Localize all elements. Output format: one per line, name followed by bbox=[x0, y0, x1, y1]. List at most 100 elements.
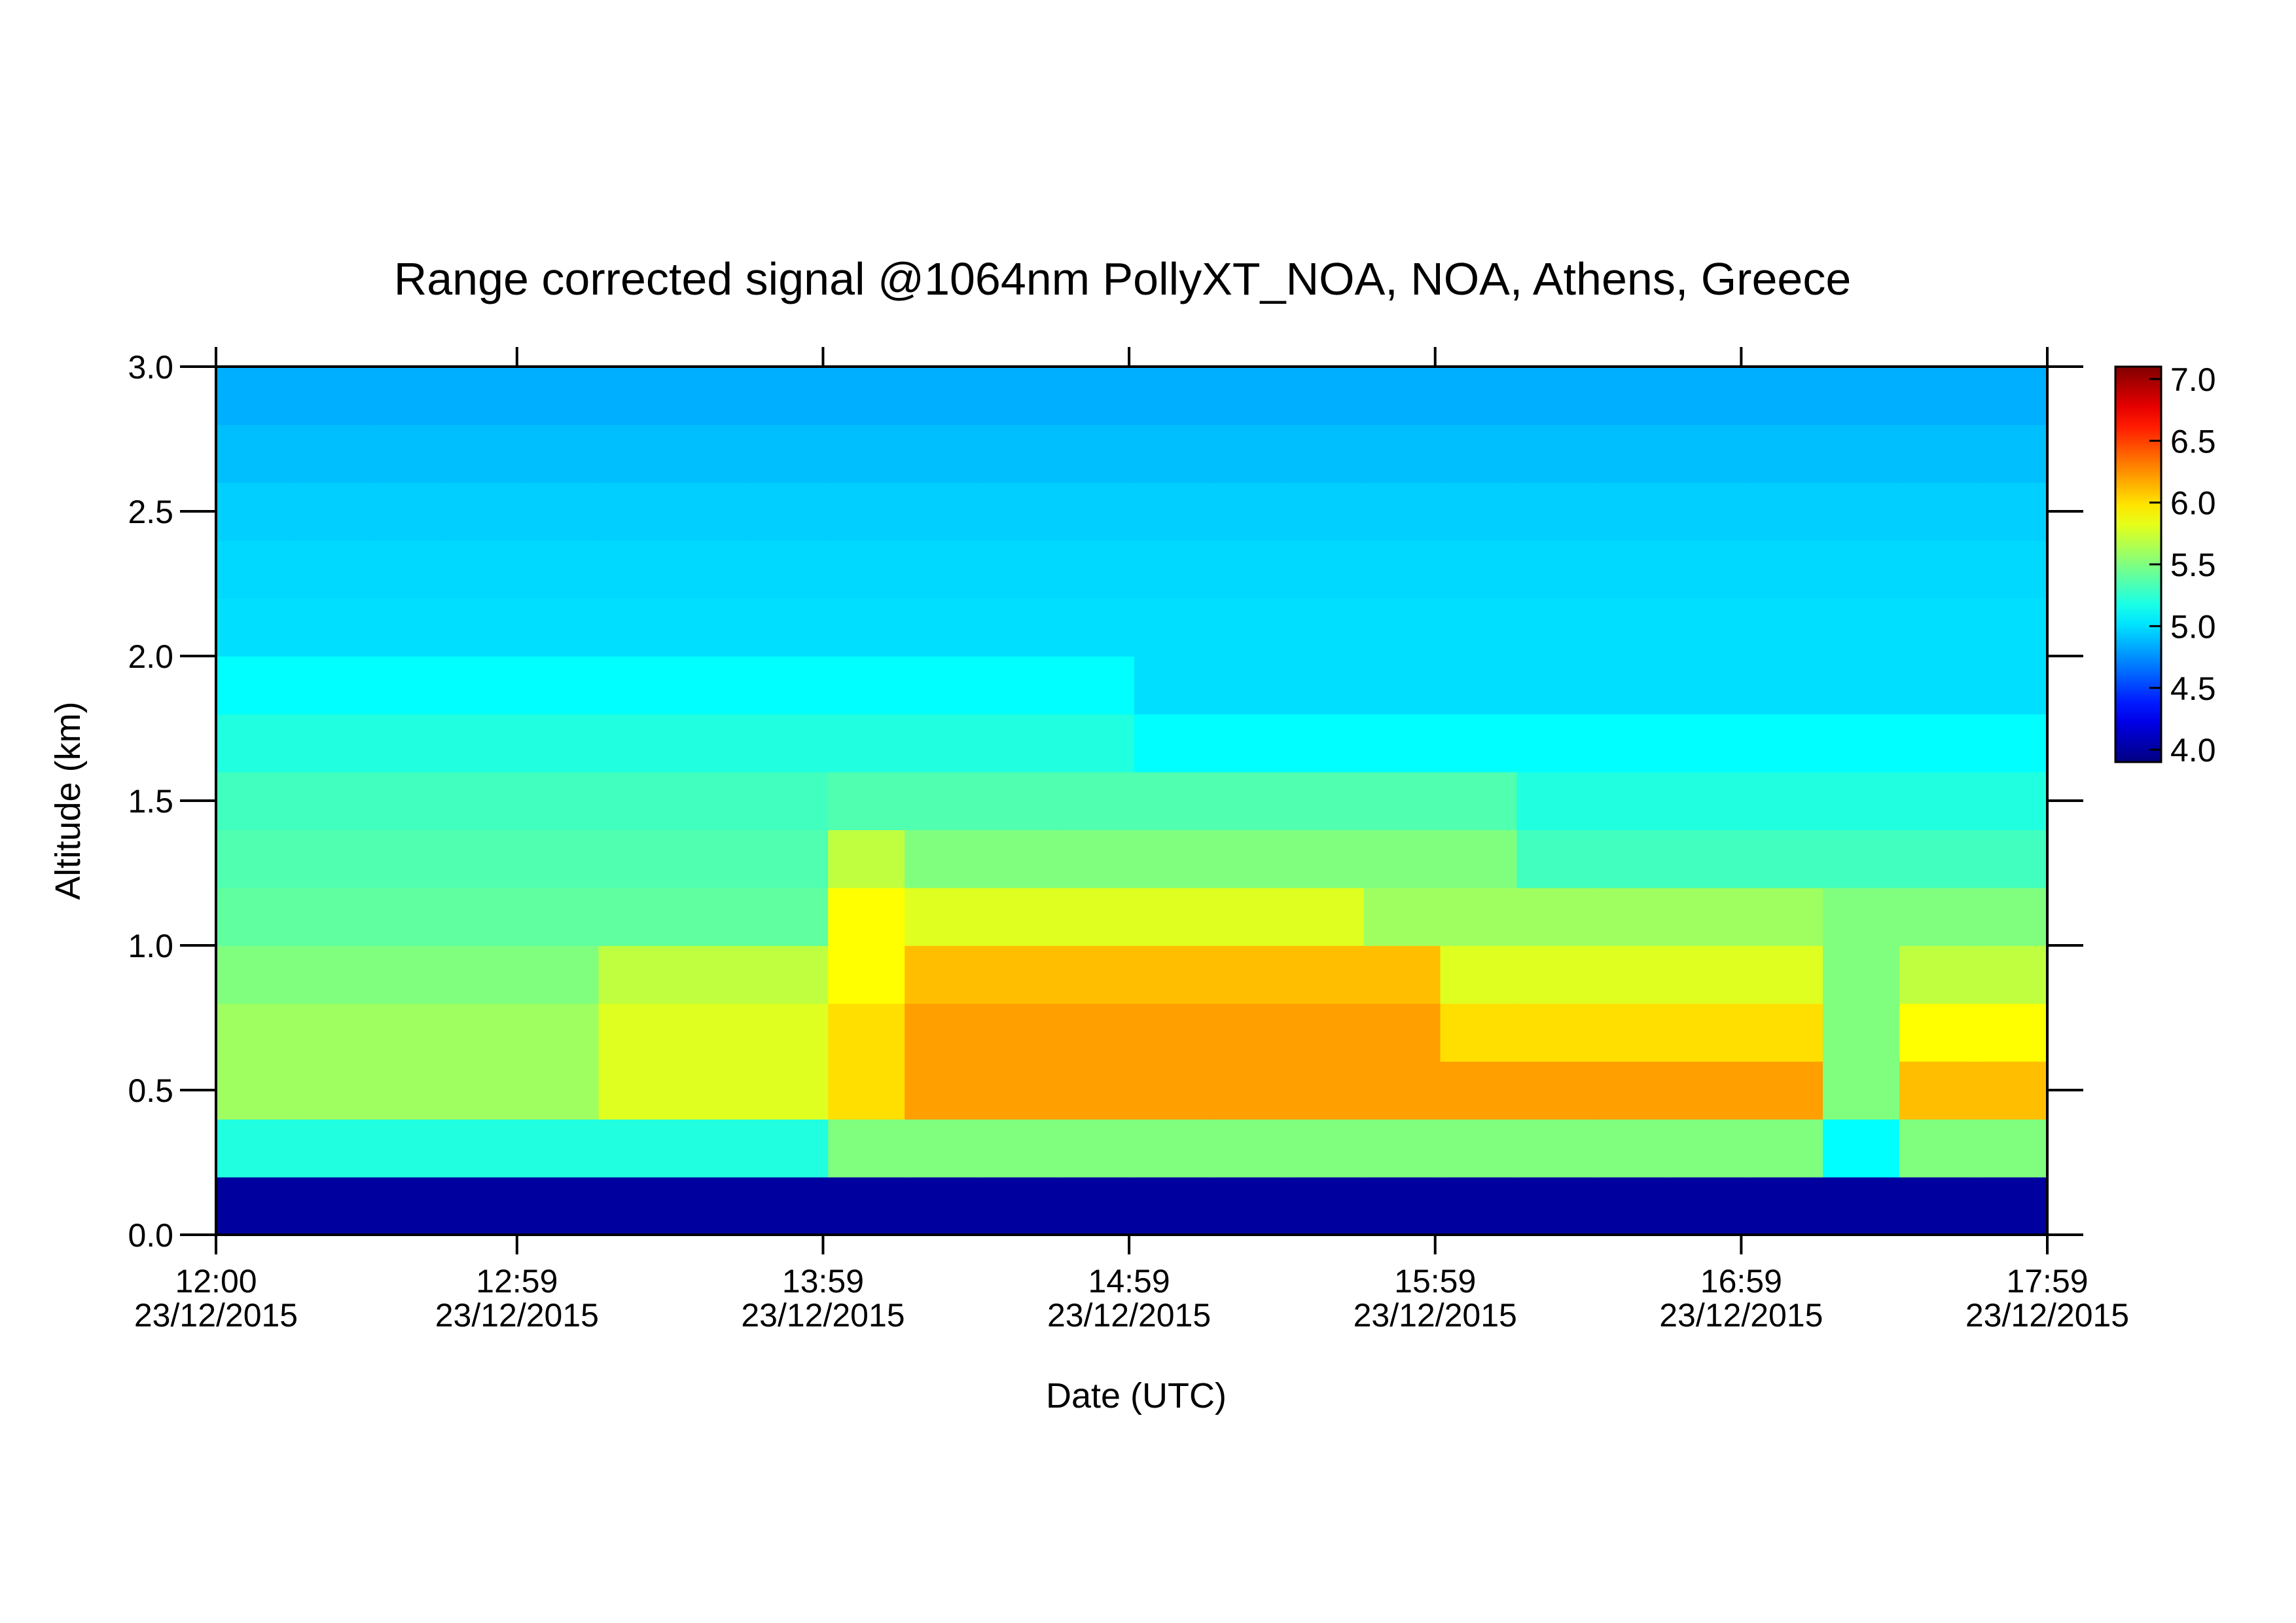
y-tick-label: 2.0 bbox=[128, 638, 173, 675]
y-tick-label: 0.5 bbox=[128, 1072, 173, 1109]
heatmap-cell bbox=[1975, 1176, 2047, 1235]
heatmap-cell bbox=[751, 540, 829, 599]
y-tick-label: 2.5 bbox=[128, 494, 173, 530]
heatmap-cell bbox=[905, 887, 982, 946]
heatmap-cell bbox=[522, 1061, 600, 1120]
cells bbox=[216, 367, 2047, 1235]
heatmap-cell bbox=[445, 945, 523, 1004]
heatmap-cell bbox=[1975, 1119, 2047, 1178]
heatmap-cell bbox=[216, 1003, 293, 1062]
heatmap-cell bbox=[1363, 367, 1441, 426]
heatmap-cell bbox=[1593, 1176, 1671, 1235]
heatmap-cell bbox=[1823, 1176, 1900, 1235]
heatmap-cell bbox=[445, 1003, 523, 1062]
heatmap-cell bbox=[675, 367, 753, 426]
heatmap-cell bbox=[292, 367, 370, 426]
heatmap-cell bbox=[598, 482, 676, 541]
heatmap-cell bbox=[1823, 945, 1900, 1004]
colorbar-tick-label: 5.0 bbox=[2170, 608, 2216, 645]
heatmap-cell bbox=[1516, 1176, 1594, 1235]
heatmap-cell bbox=[675, 1119, 753, 1178]
heatmap-cell bbox=[1516, 945, 1594, 1004]
heatmap-cell bbox=[1134, 830, 1211, 888]
heatmap-cell bbox=[1210, 598, 1288, 657]
heatmap-cell bbox=[1134, 771, 1211, 830]
heatmap-cell bbox=[1975, 771, 2047, 830]
heatmap-cell bbox=[1975, 830, 2047, 888]
heatmap-cell bbox=[1440, 598, 1518, 657]
heatmap-cell bbox=[675, 771, 753, 830]
heatmap-cell bbox=[522, 482, 600, 541]
heatmap-cell bbox=[751, 598, 829, 657]
heatmap-cell bbox=[828, 1003, 905, 1062]
x-tick-label: 23/12/2015 bbox=[1354, 1297, 1517, 1334]
heatmap-cell bbox=[1746, 1119, 1823, 1178]
heatmap-cell bbox=[1975, 1003, 2047, 1062]
heatmap-cell bbox=[1899, 771, 1977, 830]
heatmap-cell bbox=[905, 424, 982, 483]
heatmap-cell bbox=[598, 656, 676, 715]
heatmap-cell bbox=[1287, 540, 1365, 599]
heatmap-cell bbox=[368, 540, 446, 599]
heatmap-cell bbox=[675, 945, 753, 1004]
heatmap-cell bbox=[216, 656, 293, 715]
heatmap-cell bbox=[675, 1003, 753, 1062]
heatmap-cell bbox=[1823, 1061, 1900, 1120]
heatmap-cell bbox=[598, 1061, 676, 1120]
heatmap-cell bbox=[1516, 830, 1594, 888]
heatmap-cell bbox=[292, 945, 370, 1004]
heatmap-cell bbox=[1516, 1061, 1594, 1120]
heatmap-cell bbox=[1899, 1061, 1977, 1120]
heatmap-cell bbox=[828, 887, 905, 946]
heatmap-cell bbox=[1440, 540, 1518, 599]
heatmap-cell bbox=[1440, 482, 1518, 541]
heatmap-cell bbox=[216, 771, 293, 830]
heatmap-cell bbox=[1440, 714, 1518, 773]
y-tick-label: 1.0 bbox=[128, 928, 173, 964]
heatmap-cell bbox=[1899, 656, 1977, 715]
heatmap-cell bbox=[1440, 945, 1518, 1004]
heatmap-cell bbox=[1440, 1003, 1518, 1062]
x-tick-label: 16:59 bbox=[1700, 1263, 1782, 1300]
heatmap-cell bbox=[1975, 482, 2047, 541]
heatmap-cell bbox=[905, 830, 982, 888]
heatmap-cell bbox=[522, 771, 600, 830]
heatmap-cell bbox=[1363, 482, 1441, 541]
heatmap-cell bbox=[1823, 830, 1900, 888]
heatmap-cell bbox=[905, 771, 982, 830]
heatmap-cell bbox=[1440, 1119, 1518, 1178]
heatmap-cell bbox=[1210, 482, 1288, 541]
heatmap-cell bbox=[905, 598, 982, 657]
heatmap-cell bbox=[1134, 1176, 1211, 1235]
heatmap-cell bbox=[1899, 945, 1977, 1004]
heatmap-cell bbox=[1057, 540, 1135, 599]
heatmap-cell bbox=[1363, 1003, 1441, 1062]
heatmap-cell bbox=[445, 830, 523, 888]
heatmap-cell bbox=[1823, 714, 1900, 773]
heatmap-cell bbox=[1593, 1003, 1671, 1062]
heatmap-cell bbox=[216, 1176, 293, 1235]
heatmap-cell bbox=[368, 945, 446, 1004]
colorbar-tick-label: 4.5 bbox=[2170, 670, 2216, 707]
heatmap-cell bbox=[828, 598, 905, 657]
heatmap-cell bbox=[1287, 598, 1365, 657]
heatmap-cell bbox=[1975, 367, 2047, 426]
heatmap-cell bbox=[598, 424, 676, 483]
heatmap-cell bbox=[1975, 540, 2047, 599]
heatmap-cell bbox=[751, 714, 829, 773]
heatmap-cell bbox=[1899, 482, 1977, 541]
heatmap-cell bbox=[292, 424, 370, 483]
heatmap-cell bbox=[1440, 656, 1518, 715]
heatmap-cell bbox=[368, 482, 446, 541]
heatmap-cell bbox=[751, 771, 829, 830]
heatmap-cell bbox=[1363, 424, 1441, 483]
heatmap-cell bbox=[1899, 1003, 1977, 1062]
heatmap-cell bbox=[828, 482, 905, 541]
heatmap-cell bbox=[751, 1176, 829, 1235]
heatmap-cell bbox=[1975, 424, 2047, 483]
colorbar bbox=[2114, 365, 2162, 763]
heatmap-cell bbox=[1363, 598, 1441, 657]
heatmap-cell bbox=[1057, 771, 1135, 830]
heatmap-cell bbox=[905, 1003, 982, 1062]
heatmap-cell bbox=[1440, 424, 1518, 483]
